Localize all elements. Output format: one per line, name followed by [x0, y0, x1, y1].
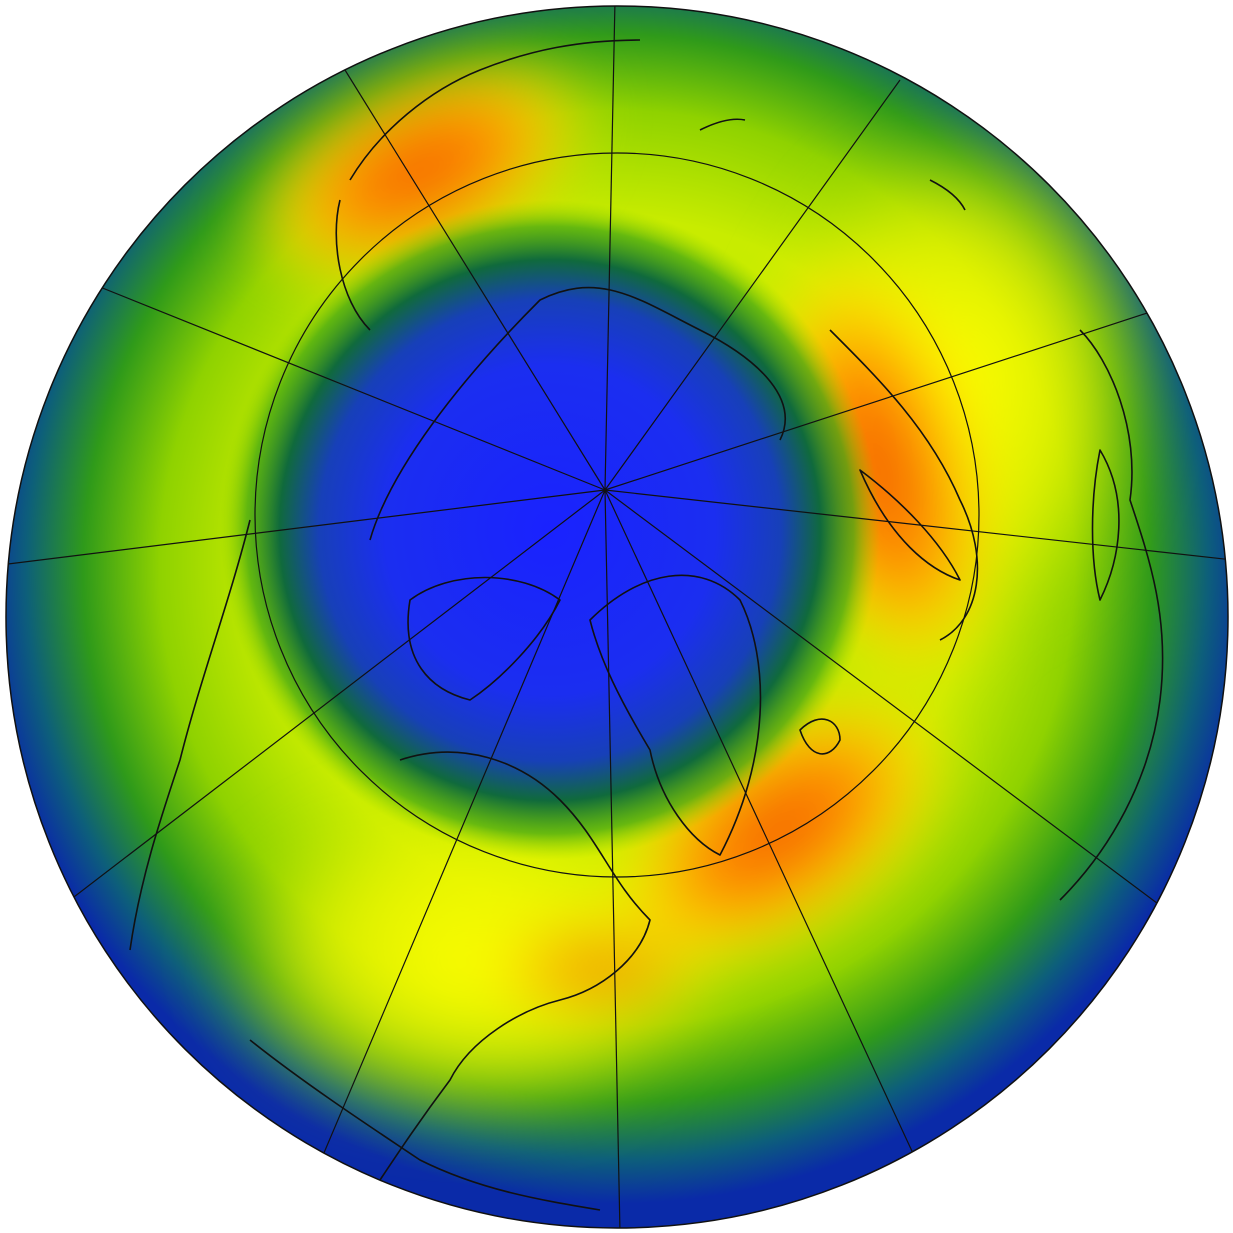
page: (() => { const data = JSON.parse(documen… — [0, 0, 1233, 1233]
globe-map — [0, 0, 1233, 1233]
